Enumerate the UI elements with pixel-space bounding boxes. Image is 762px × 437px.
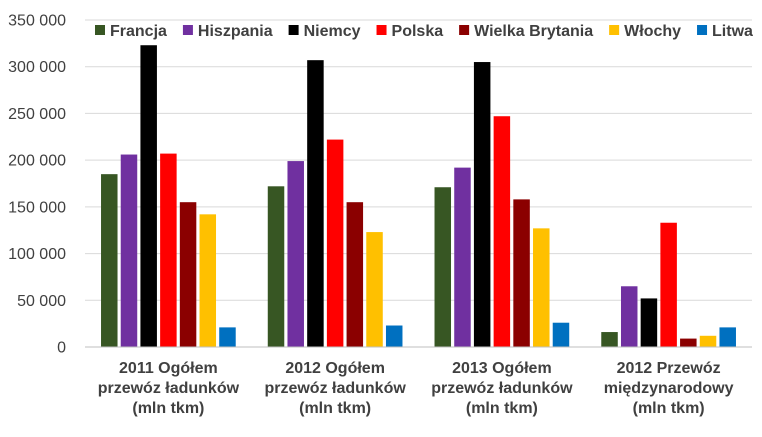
- legend-swatch: [376, 25, 387, 35]
- y-axis-ticks: 0 50 000 100 000 150 000 200 000 250 000 300 0…: [8, 13, 66, 357]
- x-category-label: (mln tkm): [466, 400, 538, 417]
- legend-label: Włochy: [624, 23, 681, 40]
- x-category-label: 2012 Przewóz: [617, 360, 721, 377]
- x-category-label: 2012 Ogółem: [285, 360, 385, 377]
- bar-włochy: [699, 335, 717, 347]
- bar-francja: [101, 174, 118, 347]
- bar-niemcy: [640, 298, 658, 347]
- bar-polska: [493, 116, 511, 347]
- bar-francja: [267, 186, 285, 347]
- legend-swatch: [697, 25, 708, 35]
- y-tick-label: 200 000: [8, 153, 66, 170]
- bar-niemcy: [473, 62, 491, 347]
- bars: [101, 45, 736, 348]
- y-tick-label: 50 000: [17, 293, 66, 310]
- y-tick-label: 350 000: [8, 13, 66, 30]
- bar-polska: [326, 139, 344, 347]
- x-category-label: przewóz ładunków: [431, 380, 573, 397]
- y-tick-label: 100 000: [8, 246, 66, 263]
- legend-label: Francja: [110, 23, 167, 40]
- x-category-label: międzynarodowy: [604, 380, 734, 397]
- legend-swatch: [288, 25, 299, 35]
- legend-label: Wielka Brytania: [474, 23, 593, 40]
- bar-litwa: [552, 322, 570, 347]
- y-tick-label: 0: [57, 340, 66, 357]
- legend-label: Hiszpania: [198, 23, 273, 40]
- legend-swatch: [609, 25, 620, 35]
- bar-litwa: [719, 327, 736, 347]
- x-category-label: (mln tkm): [299, 400, 371, 417]
- bar-wielka-brytania: [680, 338, 697, 347]
- bar-wielka-brytania: [513, 199, 530, 347]
- x-category-label: (mln tkm): [132, 400, 204, 417]
- legend: Francja Hiszpania Niemcy Polska Wielka Bryta…: [95, 23, 753, 40]
- bar-włochy: [533, 228, 550, 347]
- bar-hiszpania: [287, 161, 304, 347]
- bar-francja: [601, 332, 618, 347]
- x-category-label: (mln tkm): [633, 400, 705, 417]
- bar-polska: [660, 222, 677, 347]
- bar-niemcy: [140, 45, 157, 347]
- legend-swatch: [182, 25, 193, 35]
- x-category-label: przewóz ładunków: [98, 380, 240, 397]
- legend-swatch: [459, 25, 470, 35]
- legend-label: Niemcy: [304, 23, 361, 40]
- bar-wielka-brytania: [346, 202, 364, 347]
- x-axis-categories: 2011 Ogółem przewóz ładunków (mln tkm) 2012…: [98, 360, 734, 417]
- x-category-label: przewóz ładunków: [264, 380, 406, 397]
- legend-swatch: [95, 25, 105, 35]
- bar-polska: [160, 153, 177, 347]
- bar-włochy: [366, 232, 383, 347]
- x-category-label: 2011 Ogółem: [119, 360, 218, 377]
- y-tick-label: 300 000: [8, 59, 66, 76]
- legend-label: Litwa: [712, 23, 753, 40]
- bar-włochy: [199, 214, 217, 347]
- bar-niemcy: [307, 60, 324, 348]
- bar-wielka-brytania: [179, 202, 197, 347]
- bar-litwa: [385, 325, 403, 347]
- y-tick-label: 150 000: [8, 199, 66, 216]
- bar-litwa: [219, 327, 236, 347]
- y-tick-label: 250 000: [8, 106, 66, 123]
- x-category-label: 2013 Ogółem: [452, 360, 552, 377]
- bar-francja: [434, 187, 452, 347]
- bar-hiszpania: [454, 167, 471, 347]
- bar-hiszpania: [620, 286, 638, 347]
- legend-label: Polska: [392, 23, 444, 40]
- bar-hiszpania: [120, 154, 138, 347]
